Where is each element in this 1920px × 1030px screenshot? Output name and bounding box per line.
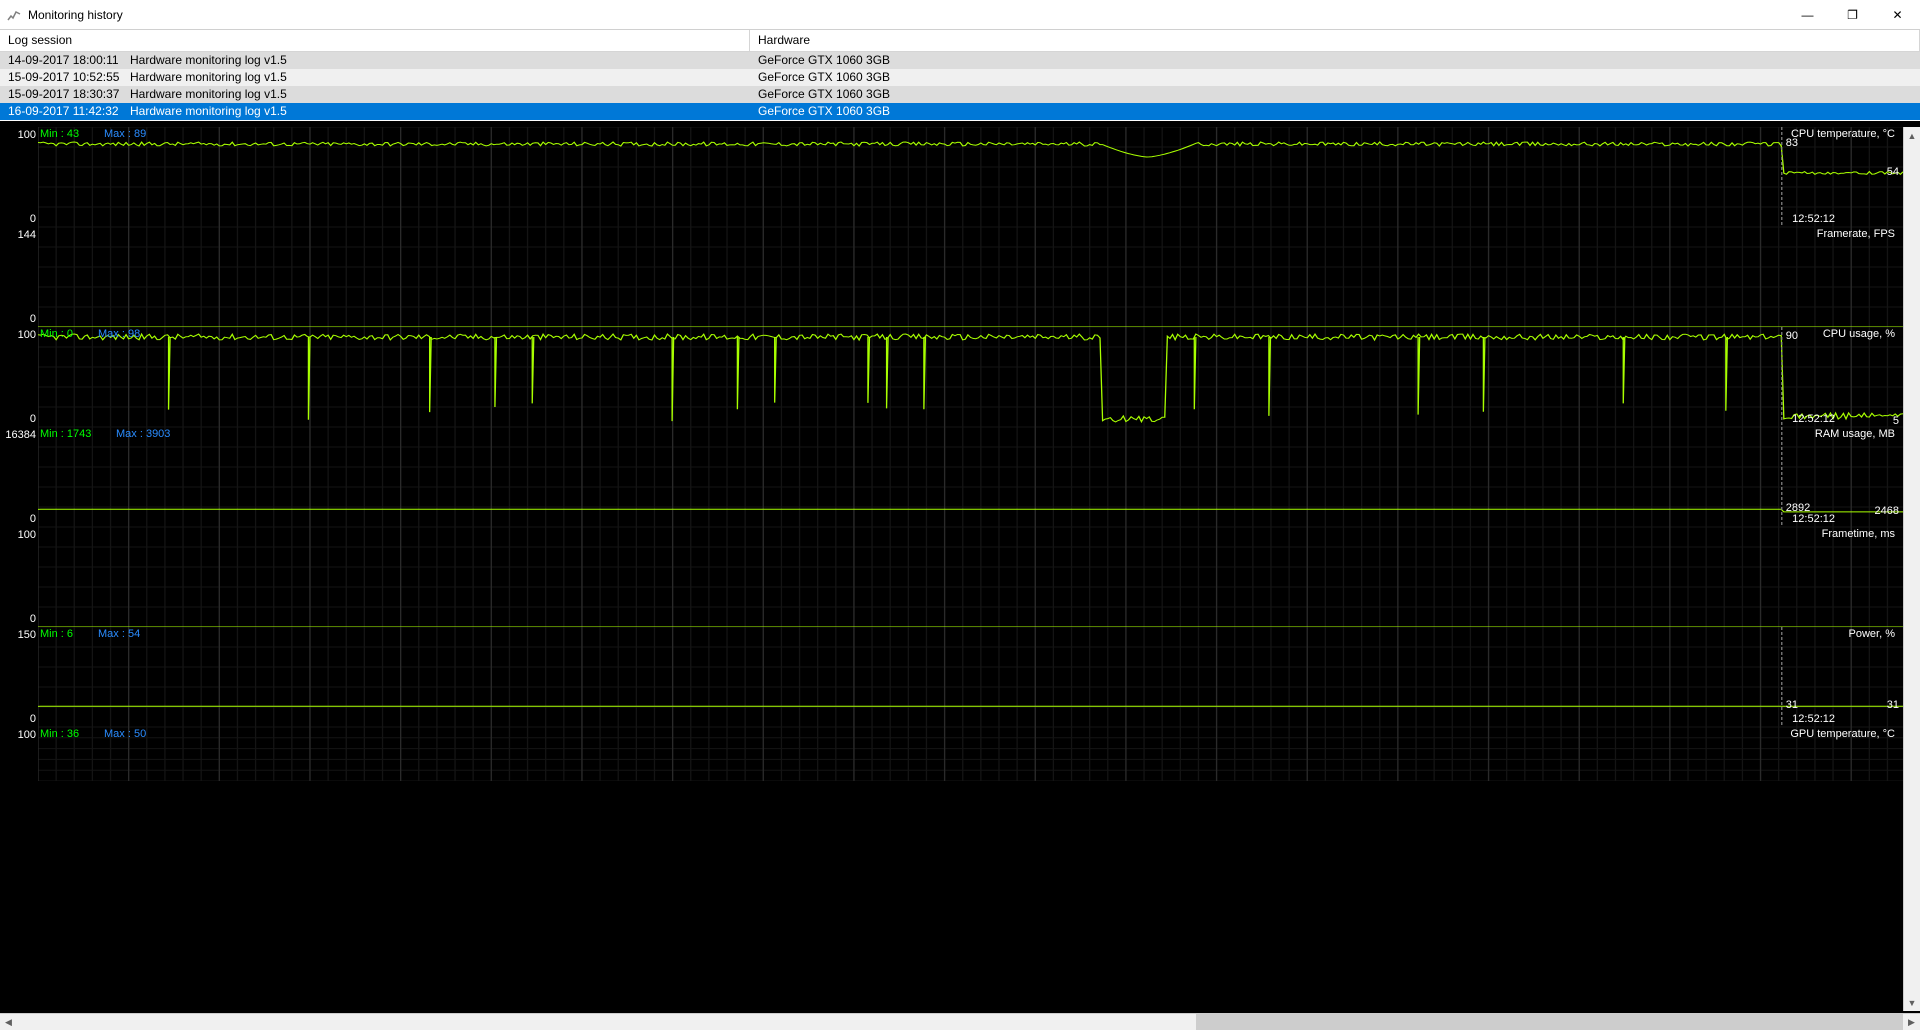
cell-timestamp: 16-09-2017 11:42:32 [8,103,130,120]
panel-title: Framerate, FPS [1817,228,1895,240]
chart-panel-cpu_usage[interactable]: Min : 0 Max : 98 CPU usage, % 90 5 12:52:12 [38,327,1903,427]
time-label: 12:52:12 [1792,713,1835,725]
hscroll-track[interactable] [17,1014,1903,1030]
chart-panel-gpu_temp[interactable]: Min : 36 Max : 50 GPU temperature, °C [38,727,1903,781]
max-label: Max : 3903 [116,428,170,440]
right-value: 2468 [1875,505,1899,517]
ylabel-bot: 0 [30,313,36,325]
column-header-session[interactable]: Log session [0,30,750,51]
chart-left-axis: 100 0 144 0 100 0 16384 0 100 0 150 0 100 [0,127,38,1011]
ylabel-top: 100 [18,129,36,141]
chart-panel-cpu_temp[interactable]: Min : 43 Max : 89 CPU temperature, °C83 54 1… [38,127,1903,227]
cell-session: 16-09-2017 11:42:32Hardware monitoring l… [0,103,750,120]
chart-panel-ram[interactable]: Min : 1743Max : 3903RAM usage, MB2892246… [38,427,1903,527]
max-label: Max : 89 [104,128,146,140]
cell-session: 14-09-2017 18:00:11Hardware monitoring l… [0,52,750,69]
right-value: 5 [1893,415,1899,427]
min-label: Min : 0 [40,328,73,340]
ylabel-bot: 0 [30,213,36,225]
time-label: 12:52:12 [1792,413,1835,425]
cell-timestamp: 14-09-2017 18:00:11 [8,52,130,69]
cell-logdesc: Hardware monitoring log v1.5 [130,52,287,69]
chart-panel-framerate[interactable]: Framerate, FPS [38,227,1903,327]
time-label: 12:52:12 [1792,513,1835,525]
titlebar: Monitoring history — ❐ ✕ [0,0,1920,30]
cell-session: 15-09-2017 18:30:37Hardware monitoring l… [0,86,750,103]
ylabel-top: 150 [18,629,36,641]
table-row[interactable]: 15-09-2017 10:52:55Hardware monitoring l… [0,69,1920,86]
panel-title: CPU usage, % [1823,328,1895,340]
panel-title: CPU temperature, °C [1791,128,1895,140]
cell-hardware: GeForce GTX 1060 3GB [750,86,1920,103]
app-icon [6,7,22,23]
maximize-icon: ❐ [1847,8,1858,22]
panel-title: Power, % [1849,628,1895,640]
max-label: Max : 98 [98,328,140,340]
close-button[interactable]: ✕ [1875,0,1920,29]
ylabel-top: 144 [18,229,36,241]
ylabel-top: 100 [18,529,36,541]
cell-hardware: GeForce GTX 1060 3GB [750,52,1920,69]
min-label: Min : 36 [40,728,79,740]
cell-session: 15-09-2017 10:52:55Hardware monitoring l… [0,69,750,86]
ylabel-top: 100 [18,729,36,741]
min-label: Min : 43 [40,128,79,140]
table-row[interactable]: 14-09-2017 18:00:11Hardware monitoring l… [0,52,1920,69]
time-label: 12:52:12 [1792,213,1835,225]
chart-area: 100 0 144 0 100 0 16384 0 100 0 150 0 100 Min : 43 Ma… [0,121,1920,1013]
right-value: 54 [1887,166,1899,178]
close-icon: ✕ [1892,8,1902,22]
marker-value: 31 [1786,699,1798,711]
scroll-down-icon[interactable]: ▼ [1904,994,1920,1011]
minimize-button[interactable]: — [1785,0,1830,29]
cell-hardware: GeForce GTX 1060 3GB [750,103,1920,120]
cell-timestamp: 15-09-2017 10:52:55 [8,69,130,86]
cell-hardware: GeForce GTX 1060 3GB [750,69,1920,86]
log-table-header: Log session Hardware [0,30,1920,52]
minimize-icon: — [1802,8,1814,22]
ylabel-bot: 0 [30,613,36,625]
vscroll-track[interactable] [1904,144,1920,994]
min-label: Min : 1743 [40,428,91,440]
cell-logdesc: Hardware monitoring log v1.5 [130,86,287,103]
ylabel-top: 16384 [5,429,36,441]
marker-value: 83 [1786,137,1798,149]
window-buttons: — ❐ ✕ [1785,0,1920,29]
table-row[interactable]: 16-09-2017 11:42:32Hardware monitoring l… [0,103,1920,120]
chart-plots[interactable]: Min : 43 Max : 89 CPU temperature, °C83 54 1… [38,127,1903,1011]
ylabel-bot: 0 [30,513,36,525]
ylabel-bot: 0 [30,413,36,425]
panel-title: Frametime, ms [1822,528,1895,540]
window-title: Monitoring history [28,8,123,22]
chart-panel-frametime[interactable]: Frametime, ms [38,527,1903,627]
marker-value: 90 [1786,330,1798,342]
panel-title: GPU temperature, °C [1790,728,1895,740]
hscroll-thumb[interactable] [1196,1014,1903,1030]
maximize-button[interactable]: ❐ [1830,0,1875,29]
panel-title: RAM usage, MB [1815,428,1895,440]
cell-logdesc: Hardware monitoring log v1.5 [130,103,287,120]
cell-logdesc: Hardware monitoring log v1.5 [130,69,287,86]
right-value: 31 [1887,699,1899,711]
horizontal-scrollbar[interactable]: ◀ ▶ [0,1013,1920,1030]
min-label: Min : 6 [40,628,73,640]
vertical-scrollbar[interactable]: ▲ ▼ [1903,127,1920,1011]
ylabel-bot: 0 [30,713,36,725]
max-label: Max : 50 [104,728,146,740]
scroll-left-icon[interactable]: ◀ [0,1014,17,1030]
column-header-hardware[interactable]: Hardware [750,30,1920,51]
ylabel-top: 100 [18,329,36,341]
scroll-up-icon[interactable]: ▲ [1904,127,1920,144]
max-label: Max : 54 [98,628,140,640]
log-table-rows: 14-09-2017 18:00:11Hardware monitoring l… [0,52,1920,120]
cell-timestamp: 15-09-2017 18:30:37 [8,86,130,103]
chart-panel-power[interactable]: Min : 6 Max : 54 Power, % 31 31 12:52:12 [38,627,1903,727]
table-row[interactable]: 15-09-2017 18:30:37Hardware monitoring l… [0,86,1920,103]
scroll-right-icon[interactable]: ▶ [1903,1014,1920,1030]
